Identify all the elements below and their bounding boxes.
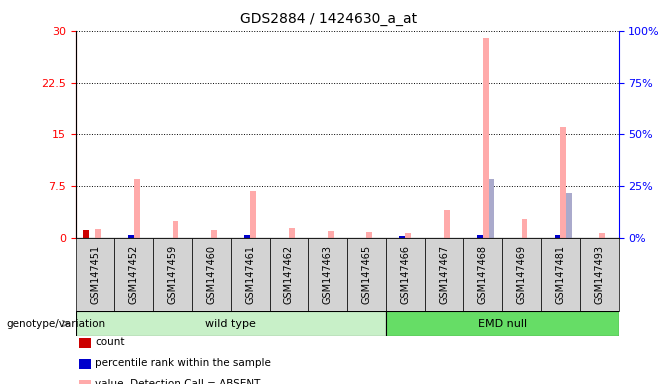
Bar: [399, 236, 405, 238]
Bar: [250, 191, 256, 238]
Text: GSM147465: GSM147465: [361, 245, 372, 304]
Bar: [114, 238, 153, 311]
Bar: [244, 235, 250, 238]
Bar: [172, 221, 178, 238]
Bar: [347, 238, 386, 311]
Bar: [79, 359, 91, 369]
Text: GSM147459: GSM147459: [168, 245, 178, 304]
Bar: [405, 233, 411, 238]
Bar: [84, 230, 89, 238]
Bar: [367, 232, 372, 238]
Bar: [424, 238, 463, 311]
Text: count: count: [95, 337, 125, 347]
Text: EMD null: EMD null: [478, 318, 527, 329]
Bar: [309, 238, 347, 311]
Bar: [599, 233, 605, 238]
Text: percentile rank within the sample: percentile rank within the sample: [95, 358, 271, 368]
Text: GSM147468: GSM147468: [478, 245, 488, 304]
Bar: [463, 238, 502, 311]
Bar: [477, 235, 483, 238]
Bar: [289, 228, 295, 238]
Bar: [561, 127, 566, 238]
Bar: [76, 311, 386, 336]
Bar: [76, 238, 114, 311]
Bar: [128, 235, 134, 238]
Text: wild type: wild type: [205, 318, 256, 329]
Bar: [231, 238, 270, 311]
Bar: [328, 231, 334, 238]
Text: GSM147467: GSM147467: [439, 245, 449, 304]
Bar: [153, 238, 192, 311]
Text: GSM147461: GSM147461: [245, 245, 255, 304]
Bar: [522, 219, 528, 238]
Bar: [502, 238, 541, 311]
Bar: [79, 380, 91, 384]
Text: genotype/variation: genotype/variation: [7, 318, 106, 329]
Text: GSM147451: GSM147451: [90, 245, 100, 304]
Bar: [489, 179, 494, 238]
Text: GSM147462: GSM147462: [284, 245, 294, 304]
Bar: [95, 229, 101, 238]
Bar: [211, 230, 217, 238]
Text: GSM147466: GSM147466: [400, 245, 410, 304]
Text: GSM147463: GSM147463: [322, 245, 333, 304]
Bar: [270, 238, 309, 311]
Text: GDS2884 / 1424630_a_at: GDS2884 / 1424630_a_at: [240, 12, 418, 25]
Bar: [386, 311, 619, 336]
Text: value, Detection Call = ABSENT: value, Detection Call = ABSENT: [95, 379, 261, 384]
Bar: [192, 238, 231, 311]
Bar: [483, 38, 489, 238]
Text: GSM147452: GSM147452: [129, 245, 139, 304]
Bar: [566, 193, 572, 238]
Bar: [555, 235, 561, 238]
Bar: [386, 238, 424, 311]
Bar: [79, 338, 91, 348]
Text: GSM147469: GSM147469: [517, 245, 526, 304]
Bar: [134, 179, 139, 238]
Text: GSM147460: GSM147460: [207, 245, 216, 304]
Text: GSM147481: GSM147481: [555, 245, 565, 304]
Text: GSM147493: GSM147493: [594, 245, 604, 304]
Bar: [444, 210, 450, 238]
Bar: [580, 238, 619, 311]
Bar: [541, 238, 580, 311]
